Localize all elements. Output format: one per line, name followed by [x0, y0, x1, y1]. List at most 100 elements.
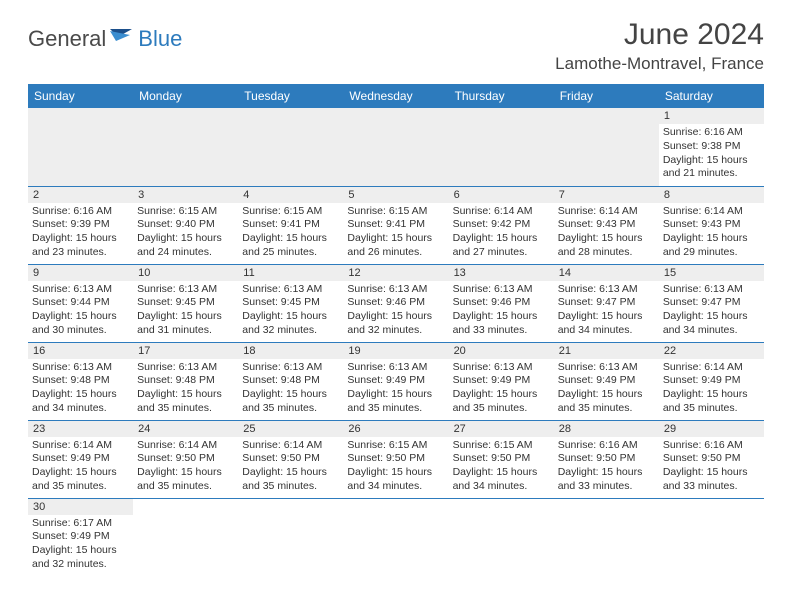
calendar-cell: 30 Sunrise: 6:17 AMSunset: 9:49 PMDayligh…: [28, 498, 133, 576]
day-details: Sunrise: 6:15 AMSunset: 9:41 PMDaylight:…: [242, 205, 339, 260]
day-details: Sunrise: 6:15 AMSunset: 9:40 PMDaylight:…: [137, 205, 234, 260]
day-details: Sunrise: 6:13 AMSunset: 9:48 PMDaylight:…: [242, 361, 339, 416]
calendar-cell: 8Sunrise: 6:14 AMSunset: 9:43 PMDaylight…: [659, 186, 764, 264]
day-details: Sunrise: 6:13 AMSunset: 9:46 PMDaylight:…: [347, 283, 444, 338]
calendar-cell-empty: [133, 108, 238, 186]
calendar-cell-empty: [28, 108, 133, 186]
title-block: June 2024 Lamothe-Montravel, France: [555, 18, 764, 74]
calendar-row: 16Sunrise: 6:13 AMSunset: 9:48 PMDayligh…: [28, 342, 764, 420]
calendar-cell: 17Sunrise: 6:13 AMSunset: 9:48 PMDayligh…: [133, 342, 238, 420]
location-text: Lamothe-Montravel, France: [555, 54, 764, 74]
calendar-cell-empty: [659, 498, 764, 576]
page-title: June 2024: [555, 18, 764, 52]
day-number: 12: [343, 265, 448, 281]
calendar-row: 2 Sunrise: 6:16 AMSunset: 9:39 PMDaylight…: [28, 186, 764, 264]
brand-text-2: Blue: [138, 26, 182, 52]
day-number: 25: [238, 421, 343, 437]
calendar-cell-empty: [133, 498, 238, 576]
day-number: 30: [28, 499, 133, 515]
day-details: Sunrise: 6:16 AMSunset: 9:38 PMDaylight:…: [663, 126, 760, 181]
day-details: Sunrise: 6:14 AMSunset: 9:42 PMDaylight:…: [453, 205, 550, 260]
calendar-cell: 27Sunrise: 6:15 AMSunset: 9:50 PMDayligh…: [449, 420, 554, 498]
calendar-table: SundayMondayTuesdayWednesdayThursdayFrid…: [28, 84, 764, 576]
day-number: 23: [28, 421, 133, 437]
day-number: 29: [659, 421, 764, 437]
day-number: 14: [554, 265, 659, 281]
day-details: Sunrise: 6:17 AMSunset: 9:49 PMDaylight:…: [32, 517, 129, 572]
day-number: 11: [238, 265, 343, 281]
calendar-cell: 29 Sunrise: 6:16 AMSunset: 9:50 PMDayligh…: [659, 420, 764, 498]
day-details: Sunrise: 6:16 AMSunset: 9:39 PMDaylight:…: [32, 205, 129, 260]
calendar-cell: 1 Sunrise: 6:16 AMSunset: 9:38 PMDaylight…: [659, 108, 764, 186]
calendar-row: 9 Sunrise: 6:13 AMSunset: 9:44 PMDaylight…: [28, 264, 764, 342]
day-number: 3: [133, 187, 238, 203]
weekday-header-row: SundayMondayTuesdayWednesdayThursdayFrid…: [28, 84, 764, 108]
day-details: Sunrise: 6:14 AMSunset: 9:49 PMDaylight:…: [32, 439, 129, 494]
day-details: Sunrise: 6:14 AMSunset: 9:49 PMDaylight:…: [663, 361, 760, 416]
calendar-row: 23 Sunrise: 6:14 AMSunset: 9:49 PMDayligh…: [28, 420, 764, 498]
day-details: Sunrise: 6:13 AMSunset: 9:44 PMDaylight:…: [32, 283, 129, 338]
calendar-cell: 28 Sunrise: 6:16 AMSunset: 9:50 PMDayligh…: [554, 420, 659, 498]
weekday-header: Wednesday: [343, 84, 448, 108]
day-details: Sunrise: 6:13 AMSunset: 9:46 PMDaylight:…: [453, 283, 550, 338]
calendar-body: 1 Sunrise: 6:16 AMSunset: 9:38 PMDaylight…: [28, 108, 764, 576]
calendar-cell: 11 Sunrise: 6:13 AMSunset: 9:45 PMDayligh…: [238, 264, 343, 342]
brand-text-1: General: [28, 26, 106, 52]
calendar-cell: 22 Sunrise: 6:14 AMSunset: 9:49 PMDayligh…: [659, 342, 764, 420]
weekday-header: Tuesday: [238, 84, 343, 108]
calendar-cell: 10 Sunrise: 6:13 AMSunset: 9:45 PMDayligh…: [133, 264, 238, 342]
calendar-cell: 25 Sunrise: 6:14 AMSunset: 9:50 PMDayligh…: [238, 420, 343, 498]
calendar-cell-empty: [449, 498, 554, 576]
day-number: 24: [133, 421, 238, 437]
day-number: 13: [449, 265, 554, 281]
day-details: Sunrise: 6:13 AMSunset: 9:45 PMDaylight:…: [242, 283, 339, 338]
brand-logo: General Blue: [28, 26, 182, 52]
day-number: 10: [133, 265, 238, 281]
day-details: Sunrise: 6:14 AMSunset: 9:50 PMDaylight:…: [137, 439, 234, 494]
calendar-cell-empty: [238, 108, 343, 186]
day-number: 5: [343, 187, 448, 203]
day-number: 15: [659, 265, 764, 281]
day-details: Sunrise: 6:13 AMSunset: 9:49 PMDaylight:…: [347, 361, 444, 416]
day-details: Sunrise: 6:16 AMSunset: 9:50 PMDaylight:…: [663, 439, 760, 494]
calendar-cell: 9 Sunrise: 6:13 AMSunset: 9:44 PMDaylight…: [28, 264, 133, 342]
day-number: 7: [554, 187, 659, 203]
day-details: Sunrise: 6:15 AMSunset: 9:41 PMDaylight:…: [347, 205, 444, 260]
calendar-cell: 23 Sunrise: 6:14 AMSunset: 9:49 PMDayligh…: [28, 420, 133, 498]
weekday-header: Saturday: [659, 84, 764, 108]
day-number: 1: [659, 108, 764, 124]
calendar-cell-empty: [449, 108, 554, 186]
day-number: 9: [28, 265, 133, 281]
day-details: Sunrise: 6:16 AMSunset: 9:50 PMDaylight:…: [558, 439, 655, 494]
day-details: Sunrise: 6:13 AMSunset: 9:49 PMDaylight:…: [558, 361, 655, 416]
day-details: Sunrise: 6:13 AMSunset: 9:48 PMDaylight:…: [32, 361, 129, 416]
calendar-cell: 3 Sunrise: 6:15 AMSunset: 9:40 PMDaylight…: [133, 186, 238, 264]
day-number: 20: [449, 343, 554, 359]
calendar-cell-empty: [554, 108, 659, 186]
day-number: 2: [28, 187, 133, 203]
weekday-header: Monday: [133, 84, 238, 108]
calendar-cell: 21 Sunrise: 6:13 AMSunset: 9:49 PMDayligh…: [554, 342, 659, 420]
day-details: Sunrise: 6:13 AMSunset: 9:45 PMDaylight:…: [137, 283, 234, 338]
day-details: Sunrise: 6:14 AMSunset: 9:43 PMDaylight:…: [558, 205, 655, 260]
day-number: 17: [133, 343, 238, 359]
calendar-cell: 24 Sunrise: 6:14 AMSunset: 9:50 PMDayligh…: [133, 420, 238, 498]
calendar-cell: 5 Sunrise: 6:15 AMSunset: 9:41 PMDaylight…: [343, 186, 448, 264]
day-details: Sunrise: 6:14 AMSunset: 9:43 PMDaylight:…: [663, 205, 760, 260]
day-details: Sunrise: 6:14 AMSunset: 9:50 PMDaylight:…: [242, 439, 339, 494]
day-details: Sunrise: 6:15 AMSunset: 9:50 PMDaylight:…: [453, 439, 550, 494]
day-details: Sunrise: 6:13 AMSunset: 9:47 PMDaylight:…: [663, 283, 760, 338]
day-number: 21: [554, 343, 659, 359]
day-number: 6: [449, 187, 554, 203]
header: General Blue June 2024 Lamothe-Montravel…: [28, 18, 764, 74]
day-number: 28: [554, 421, 659, 437]
calendar-cell: 4 Sunrise: 6:15 AMSunset: 9:41 PMDaylight…: [238, 186, 343, 264]
calendar-cell-empty: [343, 108, 448, 186]
calendar-cell: 16Sunrise: 6:13 AMSunset: 9:48 PMDayligh…: [28, 342, 133, 420]
calendar-cell: 2 Sunrise: 6:16 AMSunset: 9:39 PMDaylight…: [28, 186, 133, 264]
day-number: 22: [659, 343, 764, 359]
day-number: 4: [238, 187, 343, 203]
calendar-cell: 12 Sunrise: 6:13 AMSunset: 9:46 PMDayligh…: [343, 264, 448, 342]
day-details: Sunrise: 6:15 AMSunset: 9:50 PMDaylight:…: [347, 439, 444, 494]
weekday-header: Friday: [554, 84, 659, 108]
